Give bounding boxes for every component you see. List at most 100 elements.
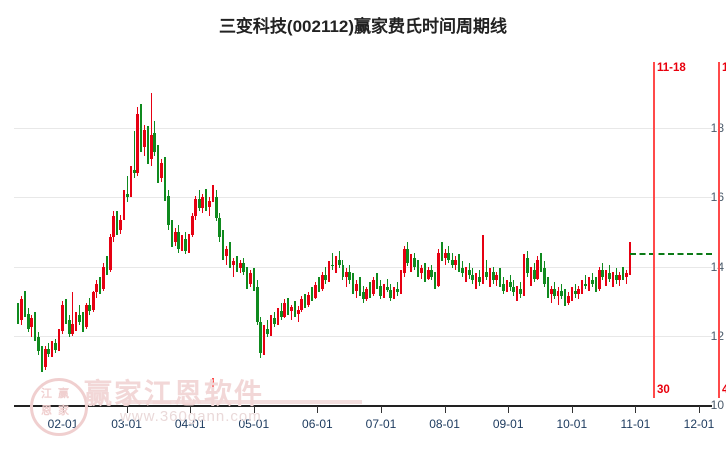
fib-cycle-line-2[interactable] — [718, 62, 720, 398]
candle-body — [303, 299, 307, 306]
candle-body — [406, 249, 410, 264]
x-axis-line — [14, 405, 712, 407]
candle-body — [591, 280, 594, 284]
candle-body — [40, 351, 44, 369]
candle-body — [150, 134, 153, 160]
candle-body — [403, 249, 406, 274]
candle-body — [594, 283, 598, 289]
candle-wick — [150, 93, 153, 167]
candle-body — [522, 257, 526, 295]
candle-body — [184, 238, 187, 251]
candle-body — [509, 282, 512, 288]
candle-body — [297, 309, 300, 315]
candle-body — [204, 197, 208, 207]
candle-body — [498, 275, 502, 284]
candle-body — [238, 263, 242, 269]
y-axis-tick-label: 14 — [711, 260, 724, 274]
candle-wick — [465, 266, 467, 283]
candle-body — [474, 276, 478, 281]
candle-wick — [557, 287, 559, 305]
candle-body — [81, 320, 85, 329]
candle-body — [71, 323, 74, 334]
candle-body — [132, 169, 136, 173]
fib-cycle-line-1-bottom-label: 30 — [657, 384, 670, 396]
candle-body — [225, 249, 228, 257]
fib-cycle-line-1[interactable] — [653, 62, 655, 398]
y-axis-tick-label: 16 — [711, 190, 724, 204]
candle-body — [495, 275, 498, 281]
candle-wick — [605, 269, 607, 286]
candle-body — [553, 289, 557, 296]
chart-plot-area[interactable] — [14, 57, 712, 406]
candle-body — [485, 271, 488, 277]
candle-body — [163, 162, 167, 196]
candle-body — [50, 343, 54, 354]
x-axis-tick-label: 04-01 — [174, 417, 206, 431]
candle-body — [30, 318, 33, 328]
candle-body — [546, 283, 550, 295]
candle-body — [91, 292, 95, 310]
y-axis-tick-label: 12 — [711, 329, 724, 343]
candle-body — [74, 314, 78, 322]
candle-wick — [625, 269, 628, 284]
candle-body — [47, 348, 51, 354]
candle-body — [283, 302, 286, 317]
candle-body — [338, 259, 341, 265]
candle-wick — [485, 259, 488, 281]
candle-body — [430, 269, 433, 277]
gridline — [14, 128, 712, 129]
candle-wick — [311, 287, 313, 302]
candle-body — [37, 337, 40, 352]
candle-body — [358, 283, 362, 293]
candle-body — [218, 218, 221, 238]
candle-body — [187, 235, 191, 251]
candle-body — [532, 269, 536, 279]
candle-body — [447, 252, 451, 260]
candle-body — [587, 280, 591, 286]
candle-wick — [489, 268, 491, 288]
candle-body — [539, 259, 543, 269]
candle-wick — [584, 275, 587, 289]
x-axis-tick — [444, 406, 446, 413]
candle-body — [54, 343, 57, 351]
candle-body — [293, 307, 297, 315]
fib-cycle-line-2-bottom-label: 4 — [722, 384, 726, 396]
candle-body — [505, 282, 509, 291]
candle-body — [98, 283, 102, 291]
candle-body — [194, 198, 198, 217]
fib-cycle-line-2-top-label: 1 — [722, 62, 726, 74]
candle-wick — [212, 185, 214, 203]
candle-wick — [441, 242, 443, 262]
candle-body — [491, 271, 495, 281]
candle-body — [444, 252, 447, 258]
candle-body — [67, 320, 71, 334]
candle-body — [20, 299, 23, 321]
candle-body — [426, 269, 430, 279]
gridline — [14, 266, 712, 268]
candle-wick — [232, 257, 235, 277]
candle-body — [416, 266, 420, 274]
candle-body — [197, 198, 201, 208]
candle-wick — [550, 285, 553, 303]
candle-body — [379, 285, 382, 296]
candle-body — [139, 114, 143, 148]
x-axis-tick-label: 08-01 — [429, 417, 460, 431]
x-axis-tick-label: 10-01 — [556, 417, 588, 431]
candle-body — [44, 348, 47, 367]
candle-body — [191, 216, 194, 236]
candle-body — [423, 268, 427, 279]
candle-body — [601, 269, 604, 277]
x-axis-tick — [381, 406, 382, 413]
candle-body — [399, 273, 403, 293]
candle-body — [136, 114, 139, 173]
candle-body — [286, 302, 290, 312]
candle-body — [512, 287, 516, 293]
candle-body — [389, 290, 392, 298]
x-axis-tick-label: 02-01 — [47, 417, 79, 431]
candle-body — [625, 273, 628, 277]
candle-body — [126, 193, 129, 198]
candle-body — [396, 289, 399, 293]
candle-wick — [78, 304, 81, 326]
candle-body — [597, 269, 601, 289]
candle-body — [262, 328, 266, 352]
